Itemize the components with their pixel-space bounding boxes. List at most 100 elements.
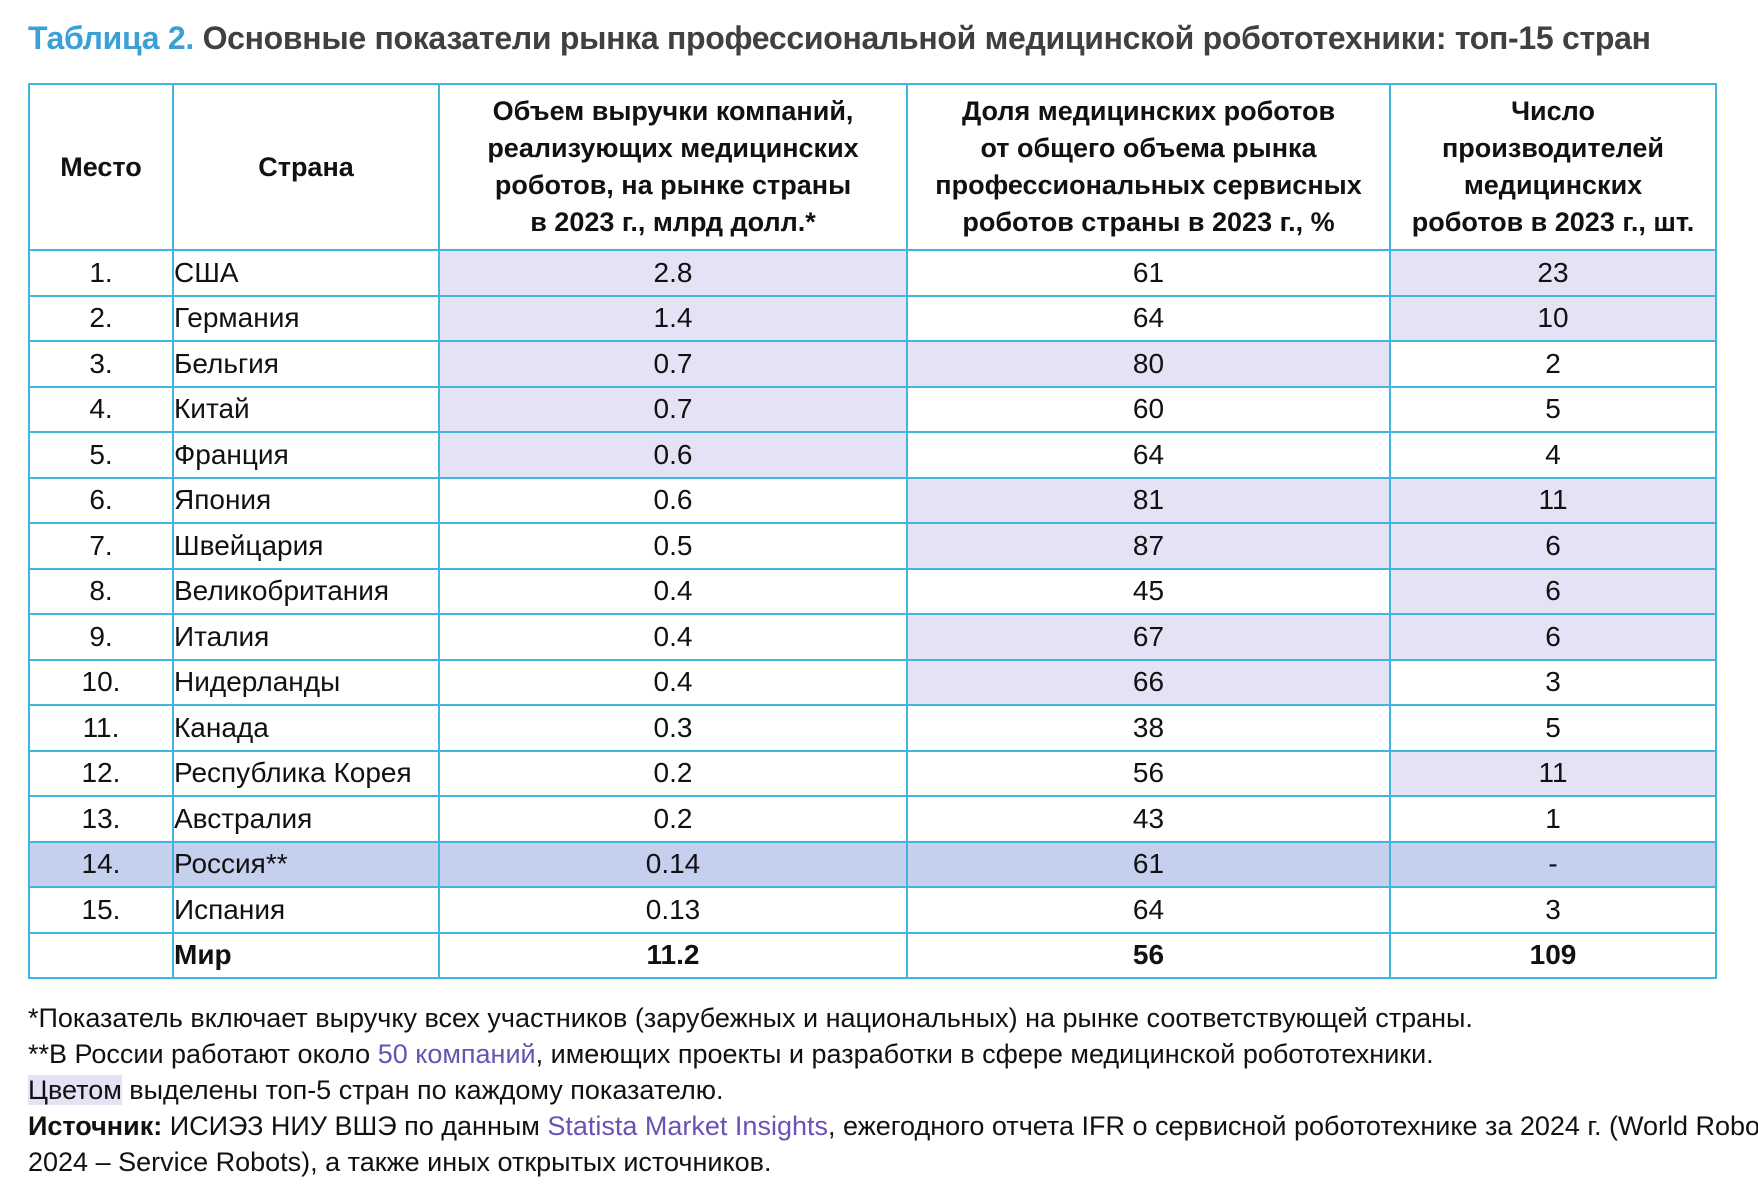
header-revenue: Объем выручки компаний, реализующих меди… <box>438 83 908 251</box>
highlight-swatch: Цветом <box>28 1075 122 1105</box>
rank-cell: 12. <box>28 749 174 797</box>
header-line: роботов в 2023 г., шт. <box>1411 207 1695 237</box>
country-cell: Республика Корея <box>172 749 440 797</box>
table-title: Таблица 2. Основные показатели рынка про… <box>28 20 1651 57</box>
country-cell: Япония <box>172 476 440 524</box>
rank-cell: 3. <box>28 340 174 388</box>
revenue-cell: 0.7 <box>438 340 908 388</box>
revenue-cell: 0.4 <box>438 567 908 615</box>
table-row: 15. Испания 0.13 64 3 <box>28 886 1717 934</box>
header-line: от общего объема рынка <box>980 133 1317 163</box>
companies-link[interactable]: 50 компаний <box>377 1039 536 1069</box>
share-cell: 60 <box>906 385 1391 433</box>
revenue-cell: 0.6 <box>438 476 908 524</box>
total-row: Мир 11.2 56 109 <box>28 931 1717 979</box>
country-cell: Швейцария <box>172 522 440 570</box>
rank-cell: 1. <box>28 249 174 297</box>
revenue-cell: 1.4 <box>438 294 908 342</box>
footnote-text: выделены топ-5 стран по каждому показате… <box>121 1075 724 1105</box>
footnote-russia: **В России работают около 50 компаний, и… <box>28 1036 1748 1072</box>
footnote-legend: Цветом выделены топ-5 стран по каждому п… <box>28 1072 1748 1108</box>
share-cell: 38 <box>906 704 1391 752</box>
producers-total-cell: 109 <box>1389 931 1717 979</box>
footnote-revenue: *Показатель включает выручку всех участн… <box>28 1003 1473 1033</box>
header-line: профессиональных сервисных <box>935 170 1362 200</box>
header-line: реализующих медицинских <box>487 133 859 163</box>
rank-cell: 2. <box>28 294 174 342</box>
table-title-text: Основные показатели рынка профессиональн… <box>202 20 1651 56</box>
share-cell: 64 <box>906 886 1391 934</box>
table-row: 13. Австралия 0.2 43 1 <box>28 795 1717 843</box>
header-line: Объем выручки компаний, <box>492 96 854 126</box>
revenue-cell: 0.7 <box>438 385 908 433</box>
table-row: 6. Япония 0.6 81 11 <box>28 476 1717 524</box>
header-producers: Число производителей медицинских роботов… <box>1389 83 1717 251</box>
rank-cell: 10. <box>28 658 174 706</box>
table-row: 14. Россия** 0.14 61- <box>28 840 1717 888</box>
revenue-cell: 2.8 <box>438 249 908 297</box>
country-cell: Франция <box>172 431 440 479</box>
country-cell: Китай <box>172 385 440 433</box>
table-row: 7. Швейцария 0.5 87 6 <box>28 522 1717 570</box>
rank-cell: 14. <box>28 840 174 888</box>
country-cell: Великобритания <box>172 567 440 615</box>
footnote-text: , ежегодного отчета IFR о сервисной робо… <box>827 1111 1758 1141</box>
table-number: Таблица 2. <box>28 20 194 56</box>
footnote-source-cont: 2024 – Service Robots), а также иных отк… <box>28 1147 772 1177</box>
rank-cell: 8. <box>28 567 174 615</box>
rank-cell: 5. <box>28 431 174 479</box>
producers-cell: 5 <box>1389 385 1717 433</box>
statista-link[interactable]: Statista Market Insights <box>547 1111 828 1141</box>
country-cell: Канада <box>172 704 440 752</box>
footnote-text: , имеющих проекты и разработки в сфере м… <box>535 1039 1434 1069</box>
rank-cell: 4. <box>28 385 174 433</box>
revenue-cell: 0.2 <box>438 749 908 797</box>
producers-cell: 6 <box>1389 522 1717 570</box>
header-line: медицинских <box>1463 170 1643 200</box>
share-cell: 61 <box>906 249 1391 297</box>
table-body: 1. США 2.8 61 23 2. Германия 1.4 64 10 3. Бельгия 0.… <box>28 249 1717 979</box>
footnotes: *Показатель включает выручку всех участн… <box>28 1000 1758 1180</box>
country-cell: Мир <box>172 931 440 979</box>
header-country: Страна <box>172 83 440 251</box>
header-line: роботов страны в 2023 г., % <box>962 207 1335 237</box>
share-cell: 61 <box>906 840 1391 888</box>
revenue-cell: 0.2 <box>438 795 908 843</box>
rank-cell: 13. <box>28 795 174 843</box>
table-row: 2. Германия 1.4 64 10 <box>28 294 1717 342</box>
share-cell: 64 <box>906 294 1391 342</box>
producers-cell: 3 <box>1389 886 1717 934</box>
producers-cell: 11 <box>1389 476 1717 524</box>
producers-cell: 6 <box>1389 567 1717 615</box>
producers-cell: 2 <box>1389 340 1717 388</box>
header-row: Место Страна Объем выручки компаний, реа… <box>28 83 1717 251</box>
revenue-cell: 0.4 <box>438 658 908 706</box>
producers-cell: 10 <box>1389 294 1717 342</box>
producers-cell: 4 <box>1389 431 1717 479</box>
table-row: 9. Италия 0.4 67 6 <box>28 613 1717 661</box>
revenue-cell: 0.6 <box>438 431 908 479</box>
country-cell: Россия** <box>172 840 440 888</box>
share-total-cell: 56 <box>906 931 1391 979</box>
table-row: 12. Республика Корея 0.2 56 11 <box>28 749 1717 797</box>
revenue-cell: 0.5 <box>438 522 908 570</box>
header-line: производителей <box>1441 133 1665 163</box>
table-row: 8. Великобритания 0.4 45 6 <box>28 567 1717 615</box>
table-row: 1. США 2.8 61 23 <box>28 249 1717 297</box>
header-line: роботов, на рынке страны <box>494 170 852 200</box>
country-cell: Испания <box>172 886 440 934</box>
share-cell: 56 <box>906 749 1391 797</box>
share-cell: 87 <box>906 522 1391 570</box>
share-cell: 64 <box>906 431 1391 479</box>
rank-cell: 6. <box>28 476 174 524</box>
header-rank: Место <box>28 83 174 251</box>
table-row: 10. Нидерланды 0.4 66 3 <box>28 658 1717 706</box>
producers-cell: 6 <box>1389 613 1717 661</box>
country-cell: Германия <box>172 294 440 342</box>
rank-cell: 15. <box>28 886 174 934</box>
producers-cell: 3 <box>1389 658 1717 706</box>
header-line: Число <box>1511 96 1595 126</box>
table-row: 4. Китай 0.7 60 5 <box>28 385 1717 433</box>
producers-cell: 5 <box>1389 704 1717 752</box>
